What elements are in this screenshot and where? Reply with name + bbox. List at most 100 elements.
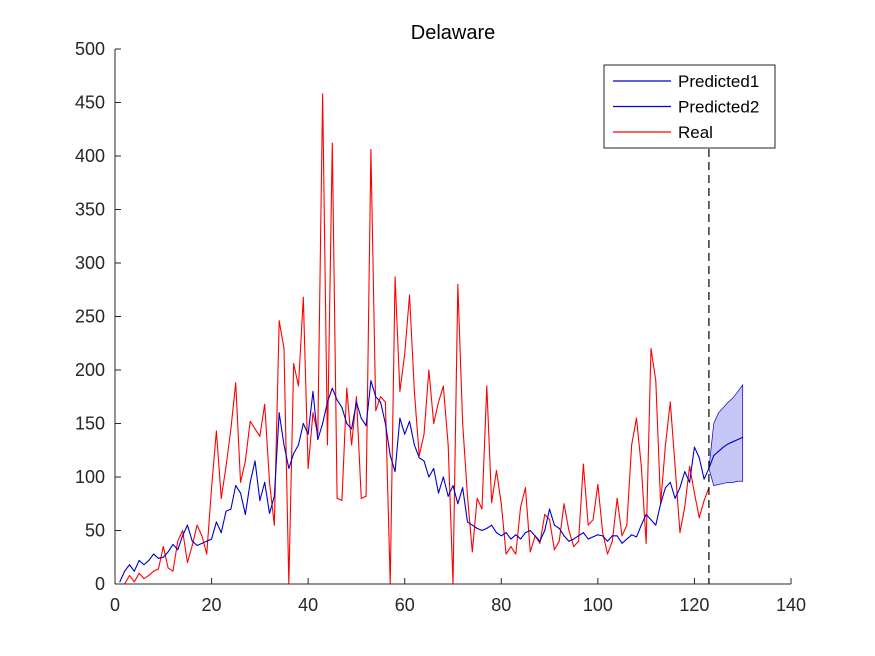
data-point-real: [655, 380, 657, 382]
data-point-predicted2: [722, 446, 724, 448]
data-point-real: [626, 524, 628, 526]
data-point-real: [240, 481, 242, 483]
data-point-predicted1: [254, 460, 256, 462]
data-point-real: [346, 387, 348, 389]
data-point-real: [206, 553, 208, 555]
data-point-real: [650, 348, 652, 350]
data-point-predicted1: [544, 530, 546, 531]
data-point-real: [254, 428, 256, 430]
data-point-real: [307, 467, 309, 469]
data-point-predicted1: [520, 538, 522, 540]
legend-label: Predicted1: [678, 72, 759, 91]
data-point-predicted1: [157, 557, 159, 559]
data-point-real: [433, 423, 435, 424]
data-point-predicted1: [471, 524, 473, 526]
data-point-predicted1: [351, 428, 353, 430]
data-point-predicted1: [128, 564, 130, 566]
data-point-real: [553, 549, 555, 551]
data-point-real: [486, 385, 488, 387]
data-point-real: [230, 428, 232, 430]
data-point-predicted1: [138, 559, 140, 561]
data-point-predicted1: [524, 532, 526, 534]
data-point-real: [293, 363, 295, 365]
data-point-predicted1: [283, 444, 285, 446]
data-point-real: [611, 540, 613, 542]
data-point-predicted2: [718, 450, 720, 452]
data-point-predicted1: [143, 564, 145, 566]
data-point-predicted1: [621, 542, 623, 544]
data-point-real: [269, 481, 271, 483]
data-point-real: [244, 460, 246, 462]
data-point-predicted1: [476, 527, 478, 529]
data-point-predicted1: [153, 553, 155, 555]
data-point-predicted1: [650, 519, 652, 521]
data-point-predicted1: [438, 492, 440, 494]
data-point-real: [549, 519, 551, 521]
data-point-real: [578, 540, 580, 542]
data-point-predicted1: [679, 487, 681, 489]
data-point-real: [157, 568, 159, 570]
data-point-predicted1: [418, 457, 420, 459]
data-point-real: [380, 396, 382, 398]
data-point-predicted1: [360, 417, 362, 419]
data-point-predicted1: [486, 527, 488, 529]
data-point-real: [515, 553, 517, 555]
data-point-predicted1: [573, 538, 575, 540]
data-point-predicted1: [167, 551, 169, 553]
data-point-predicted1: [293, 452, 295, 454]
y-tick-label: 50: [85, 521, 105, 541]
data-point-real: [384, 401, 386, 403]
x-tick-label: 40: [298, 595, 318, 615]
data-point-real: [331, 142, 333, 144]
data-point-predicted1: [273, 495, 275, 497]
data-point-real: [133, 581, 135, 583]
series-layer: [119, 93, 744, 585]
data-point-predicted1: [626, 538, 628, 540]
data-point-predicted1: [660, 503, 662, 505]
data-point-real: [409, 294, 411, 296]
legend: Predicted1 Predicted2 Real: [603, 64, 776, 149]
data-point-real: [621, 535, 623, 537]
series-line-predicted2: [708, 436, 743, 469]
data-point-real: [674, 465, 676, 467]
data-point-predicted1: [558, 527, 560, 529]
data-point-real: [481, 508, 483, 510]
x-tick-label: 80: [491, 595, 511, 615]
data-point-real: [520, 506, 522, 508]
data-point-real: [582, 463, 584, 465]
data-point-predicted1: [307, 433, 309, 435]
data-point-predicted1: [249, 481, 251, 483]
data-point-predicted2: [713, 455, 715, 457]
data-point-predicted1: [549, 508, 551, 510]
x-tick-label: 100: [583, 595, 613, 615]
data-point-real: [423, 433, 425, 435]
data-point-predicted1: [394, 471, 396, 473]
y-tick-label: 250: [75, 307, 105, 327]
data-point-predicted1: [674, 497, 676, 499]
data-point-predicted1: [182, 535, 184, 537]
data-point-real: [491, 502, 493, 504]
data-point-predicted1: [664, 487, 666, 489]
data-point-predicted1: [602, 535, 604, 537]
data-point-real: [684, 506, 686, 508]
data-point-real: [341, 500, 343, 502]
data-point-real: [215, 430, 217, 432]
x-tick-label: 120: [679, 595, 709, 615]
data-point-real: [664, 444, 666, 446]
data-point-predicted1: [317, 439, 319, 441]
data-point-real: [495, 470, 497, 472]
data-point-predicted1: [703, 478, 705, 480]
data-point-real: [602, 532, 604, 534]
data-point-predicted1: [698, 457, 700, 459]
data-point-predicted1: [611, 535, 613, 537]
data-point-real: [225, 465, 227, 467]
data-point-predicted1: [124, 570, 126, 572]
data-point-real: [539, 542, 541, 544]
data-point-predicted1: [423, 460, 425, 462]
data-point-real: [297, 385, 299, 387]
data-point-predicted1: [384, 423, 386, 424]
data-point-predicted1: [457, 503, 459, 505]
data-point-real: [148, 574, 150, 576]
y-tick-label: 350: [75, 200, 105, 220]
data-point-predicted1: [230, 508, 232, 510]
